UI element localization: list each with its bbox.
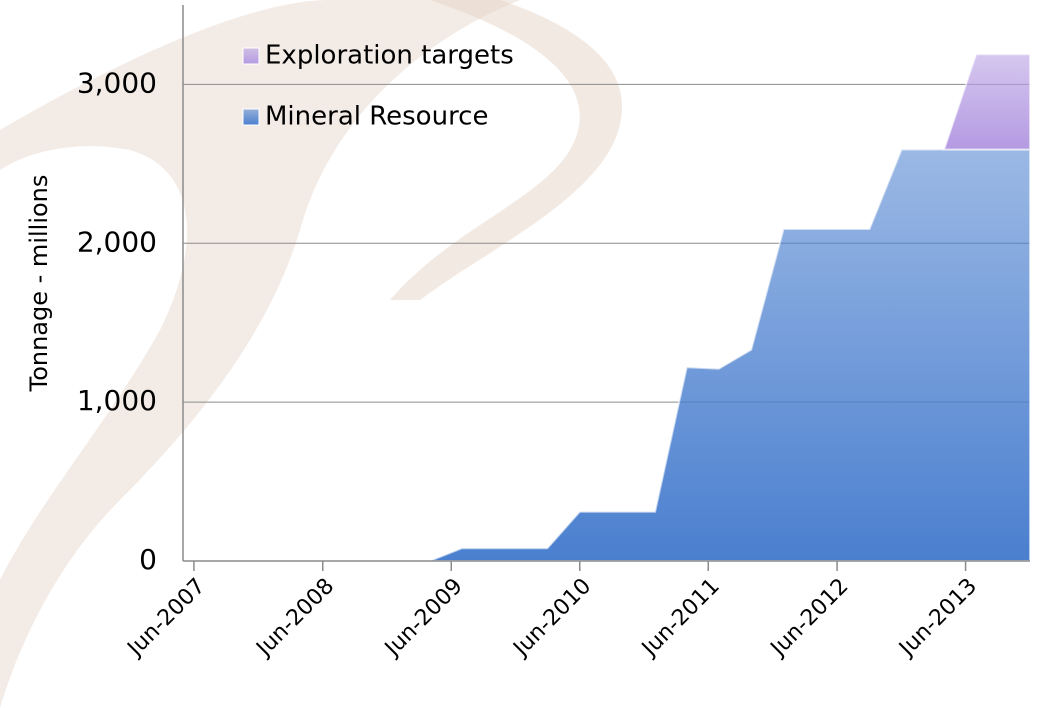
background-swirl: [390, 0, 622, 300]
x-tick-label: Jun-2009: [379, 574, 468, 663]
x-tick-label: Jun-2011: [636, 574, 725, 663]
background-swirl: [0, 0, 520, 708]
y-tick-label: 2,000: [77, 225, 157, 258]
legend-swatch: [242, 47, 260, 65]
x-tick-label: Jun-2008: [251, 574, 340, 663]
legend-swatch: [242, 108, 260, 126]
legend-label: Mineral Resource: [265, 102, 488, 132]
area: [942, 53, 1031, 151]
y-tick-label: 3,000: [77, 66, 157, 99]
x-tick-label: Jun-2012: [765, 574, 854, 663]
y-axis-label: Tonnage - millions: [25, 175, 53, 393]
x-tick-label: Jun-2010: [508, 574, 597, 663]
x-tick-label: Jun-2007: [122, 574, 211, 663]
legend-label: Exploration targets: [265, 41, 514, 71]
y-tick-label: 1,000: [77, 384, 157, 417]
y-tick-label: 0: [139, 543, 157, 576]
x-tick-label: Jun-2013: [893, 574, 982, 663]
